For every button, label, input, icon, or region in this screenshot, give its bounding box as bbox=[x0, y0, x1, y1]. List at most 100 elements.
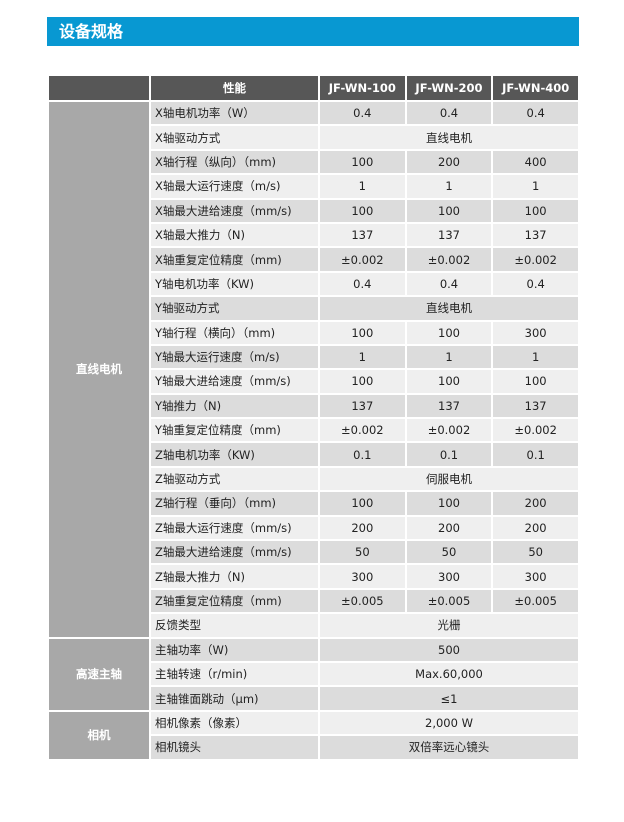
table-row: 主轴转速（r/min) Max.60,000 bbox=[48, 660, 580, 688]
spec-name: Y轴电机功率（KW) bbox=[149, 270, 320, 298]
spec-value: 0.4 bbox=[491, 99, 580, 127]
spec-value: ±0.005 bbox=[491, 587, 580, 615]
table-row: Z轴驱动方式 伺服电机 bbox=[48, 465, 580, 493]
spec-value: 100 bbox=[404, 319, 494, 346]
group-label: 相机 bbox=[47, 709, 151, 761]
header-model: JF-WN-100 bbox=[318, 74, 407, 102]
table-row: X轴重复定位精度（mm) ±0.002 ±0.002 ±0.002 bbox=[48, 246, 580, 273]
table-row: Z轴电机功率（KW) 0.1 0.1 0.1 bbox=[48, 441, 580, 468]
spec-value: 1 bbox=[318, 173, 407, 200]
spec-value: 300 bbox=[318, 563, 407, 590]
spec-value: 300 bbox=[491, 563, 580, 590]
spec-value: 137 bbox=[404, 392, 494, 420]
table-row: Z轴最大推力（N) 300 300 300 bbox=[48, 563, 580, 590]
spec-name: Y轴重复定位精度（mm) bbox=[149, 417, 320, 444]
table-row: Y轴最大进给速度（mm/s) 100 100 100 bbox=[48, 368, 580, 395]
spec-name: Z轴重复定位精度（mm) bbox=[149, 587, 320, 615]
table-row: Y轴重复定位精度（mm) ±0.002 ±0.002 ±0.002 bbox=[48, 417, 580, 444]
spec-name: Z轴最大进给速度（mm/s) bbox=[149, 539, 320, 566]
header-model: JF-WN-400 bbox=[491, 74, 580, 102]
table-row: X轴驱动方式 直线电机 bbox=[48, 124, 580, 151]
table-row: Z轴重复定位精度（mm) ±0.005 ±0.005 ±0.005 bbox=[48, 587, 580, 615]
spec-value: 50 bbox=[491, 539, 580, 566]
header-corner bbox=[47, 74, 151, 102]
spec-value: 200 bbox=[318, 514, 407, 542]
table-row: Y轴驱动方式 直线电机 bbox=[48, 295, 580, 322]
spec-name: Z轴最大运行速度（mm/s) bbox=[149, 514, 320, 542]
spec-value: 直线电机 bbox=[318, 295, 580, 322]
spec-value: 100 bbox=[491, 368, 580, 395]
spec-value: 100 bbox=[404, 490, 494, 517]
spec-name: 主轴转速（r/min) bbox=[149, 660, 320, 688]
spec-value: 300 bbox=[404, 563, 494, 590]
spec-value: 137 bbox=[318, 392, 407, 420]
spec-value: 500 bbox=[318, 636, 580, 664]
table-row: X轴最大进给速度（mm/s) 100 100 100 bbox=[48, 197, 580, 224]
table-header-row: 性能 JF-WN-100 JF-WN-200 JF-WN-400 bbox=[47, 74, 580, 102]
spec-value: 137 bbox=[491, 392, 580, 420]
spec-value: 100 bbox=[404, 197, 494, 224]
spec-value: 0.4 bbox=[404, 270, 494, 298]
table-row: 高速主轴 主轴功率（W) 500 bbox=[47, 636, 580, 712]
spec-value: ≤1 bbox=[318, 685, 580, 712]
spec-value: 200 bbox=[404, 148, 494, 176]
spec-value: 100 bbox=[318, 319, 407, 346]
spec-value: ±0.002 bbox=[404, 246, 494, 273]
spec-name: Y轴驱动方式 bbox=[149, 295, 320, 322]
spec-value: 2,000 W bbox=[318, 709, 580, 737]
spec-value: 1 bbox=[491, 343, 580, 371]
table-row: 相机 相机像素（像素） 2,000 W bbox=[47, 709, 580, 761]
header-model: JF-WN-200 bbox=[404, 74, 494, 102]
spec-value: 1 bbox=[404, 173, 494, 200]
spec-name: X轴最大推力（N) bbox=[149, 221, 320, 249]
spec-value: 137 bbox=[318, 221, 407, 249]
table-row: Y轴电机功率（KW) 0.4 0.4 0.4 bbox=[48, 270, 580, 298]
table-row: 相机镜头 双倍率远心镜头 bbox=[48, 734, 580, 761]
spec-value: 直线电机 bbox=[318, 124, 580, 151]
table-row: Z轴最大进给速度（mm/s) 50 50 50 bbox=[48, 539, 580, 566]
spec-value: 400 bbox=[491, 148, 580, 176]
spec-name: Z轴最大推力（N) bbox=[149, 563, 320, 590]
spec-value: 1 bbox=[491, 173, 580, 200]
spec-value: 0.4 bbox=[318, 270, 407, 298]
table-row: Y轴最大运行速度（m/s) 1 1 1 bbox=[48, 343, 580, 371]
spec-value: 50 bbox=[404, 539, 494, 566]
spec-name: Z轴电机功率（KW) bbox=[149, 441, 320, 468]
spec-value: Max.60,000 bbox=[318, 660, 580, 688]
spec-table: 性能 JF-WN-100 JF-WN-200 JF-WN-400 直线电机 X轴电… bbox=[47, 74, 580, 761]
spec-value: 100 bbox=[318, 148, 407, 176]
table-row: Z轴最大运行速度（mm/s) 200 200 200 bbox=[48, 514, 580, 542]
spec-name: 主轴锥面跳动（μm) bbox=[149, 685, 320, 712]
spec-name: Y轴行程（横向）（mm) bbox=[149, 319, 320, 346]
spec-value: 100 bbox=[404, 368, 494, 395]
spec-value: 0.1 bbox=[318, 441, 407, 468]
spec-value: 200 bbox=[404, 514, 494, 542]
spec-name: Z轴驱动方式 bbox=[149, 465, 320, 493]
spec-value: ±0.002 bbox=[318, 246, 407, 273]
spec-name: 反馈类型 bbox=[149, 612, 320, 639]
spec-value: ±0.002 bbox=[318, 417, 407, 444]
spec-name: Y轴推力（N) bbox=[149, 392, 320, 420]
spec-name: X轴行程（纵向）（mm) bbox=[149, 148, 320, 176]
spec-value: ±0.005 bbox=[404, 587, 494, 615]
spec-value: 1 bbox=[318, 343, 407, 371]
table-row: Y轴行程（横向）（mm) 100 100 300 bbox=[48, 319, 580, 346]
spec-value: 0.4 bbox=[404, 99, 494, 127]
spec-name: Y轴最大运行速度（m/s) bbox=[149, 343, 320, 371]
spec-name: X轴电机功率（W） bbox=[149, 99, 320, 127]
spec-name: X轴最大运行速度（m/s) bbox=[149, 173, 320, 200]
table-row: Y轴推力（N) 137 137 137 bbox=[48, 392, 580, 420]
spec-value: 100 bbox=[491, 197, 580, 224]
spec-value: 100 bbox=[318, 490, 407, 517]
table-row: 反馈类型 光栅 bbox=[48, 612, 580, 639]
spec-name: X轴重复定位精度（mm) bbox=[149, 246, 320, 273]
table-row: 直线电机 X轴电机功率（W） 0.4 0.4 0.4 bbox=[47, 99, 580, 639]
spec-value: 50 bbox=[318, 539, 407, 566]
table-row: 主轴锥面跳动（μm) ≤1 bbox=[48, 685, 580, 712]
spec-name: 相机像素（像素） bbox=[149, 709, 320, 737]
group-label: 直线电机 bbox=[47, 100, 151, 639]
spec-value: 双倍率远心镜头 bbox=[318, 734, 580, 761]
spec-name: 主轴功率（W) bbox=[149, 636, 320, 664]
spec-value: 光栅 bbox=[318, 612, 580, 639]
spec-name: Y轴最大进给速度（mm/s) bbox=[149, 368, 320, 395]
